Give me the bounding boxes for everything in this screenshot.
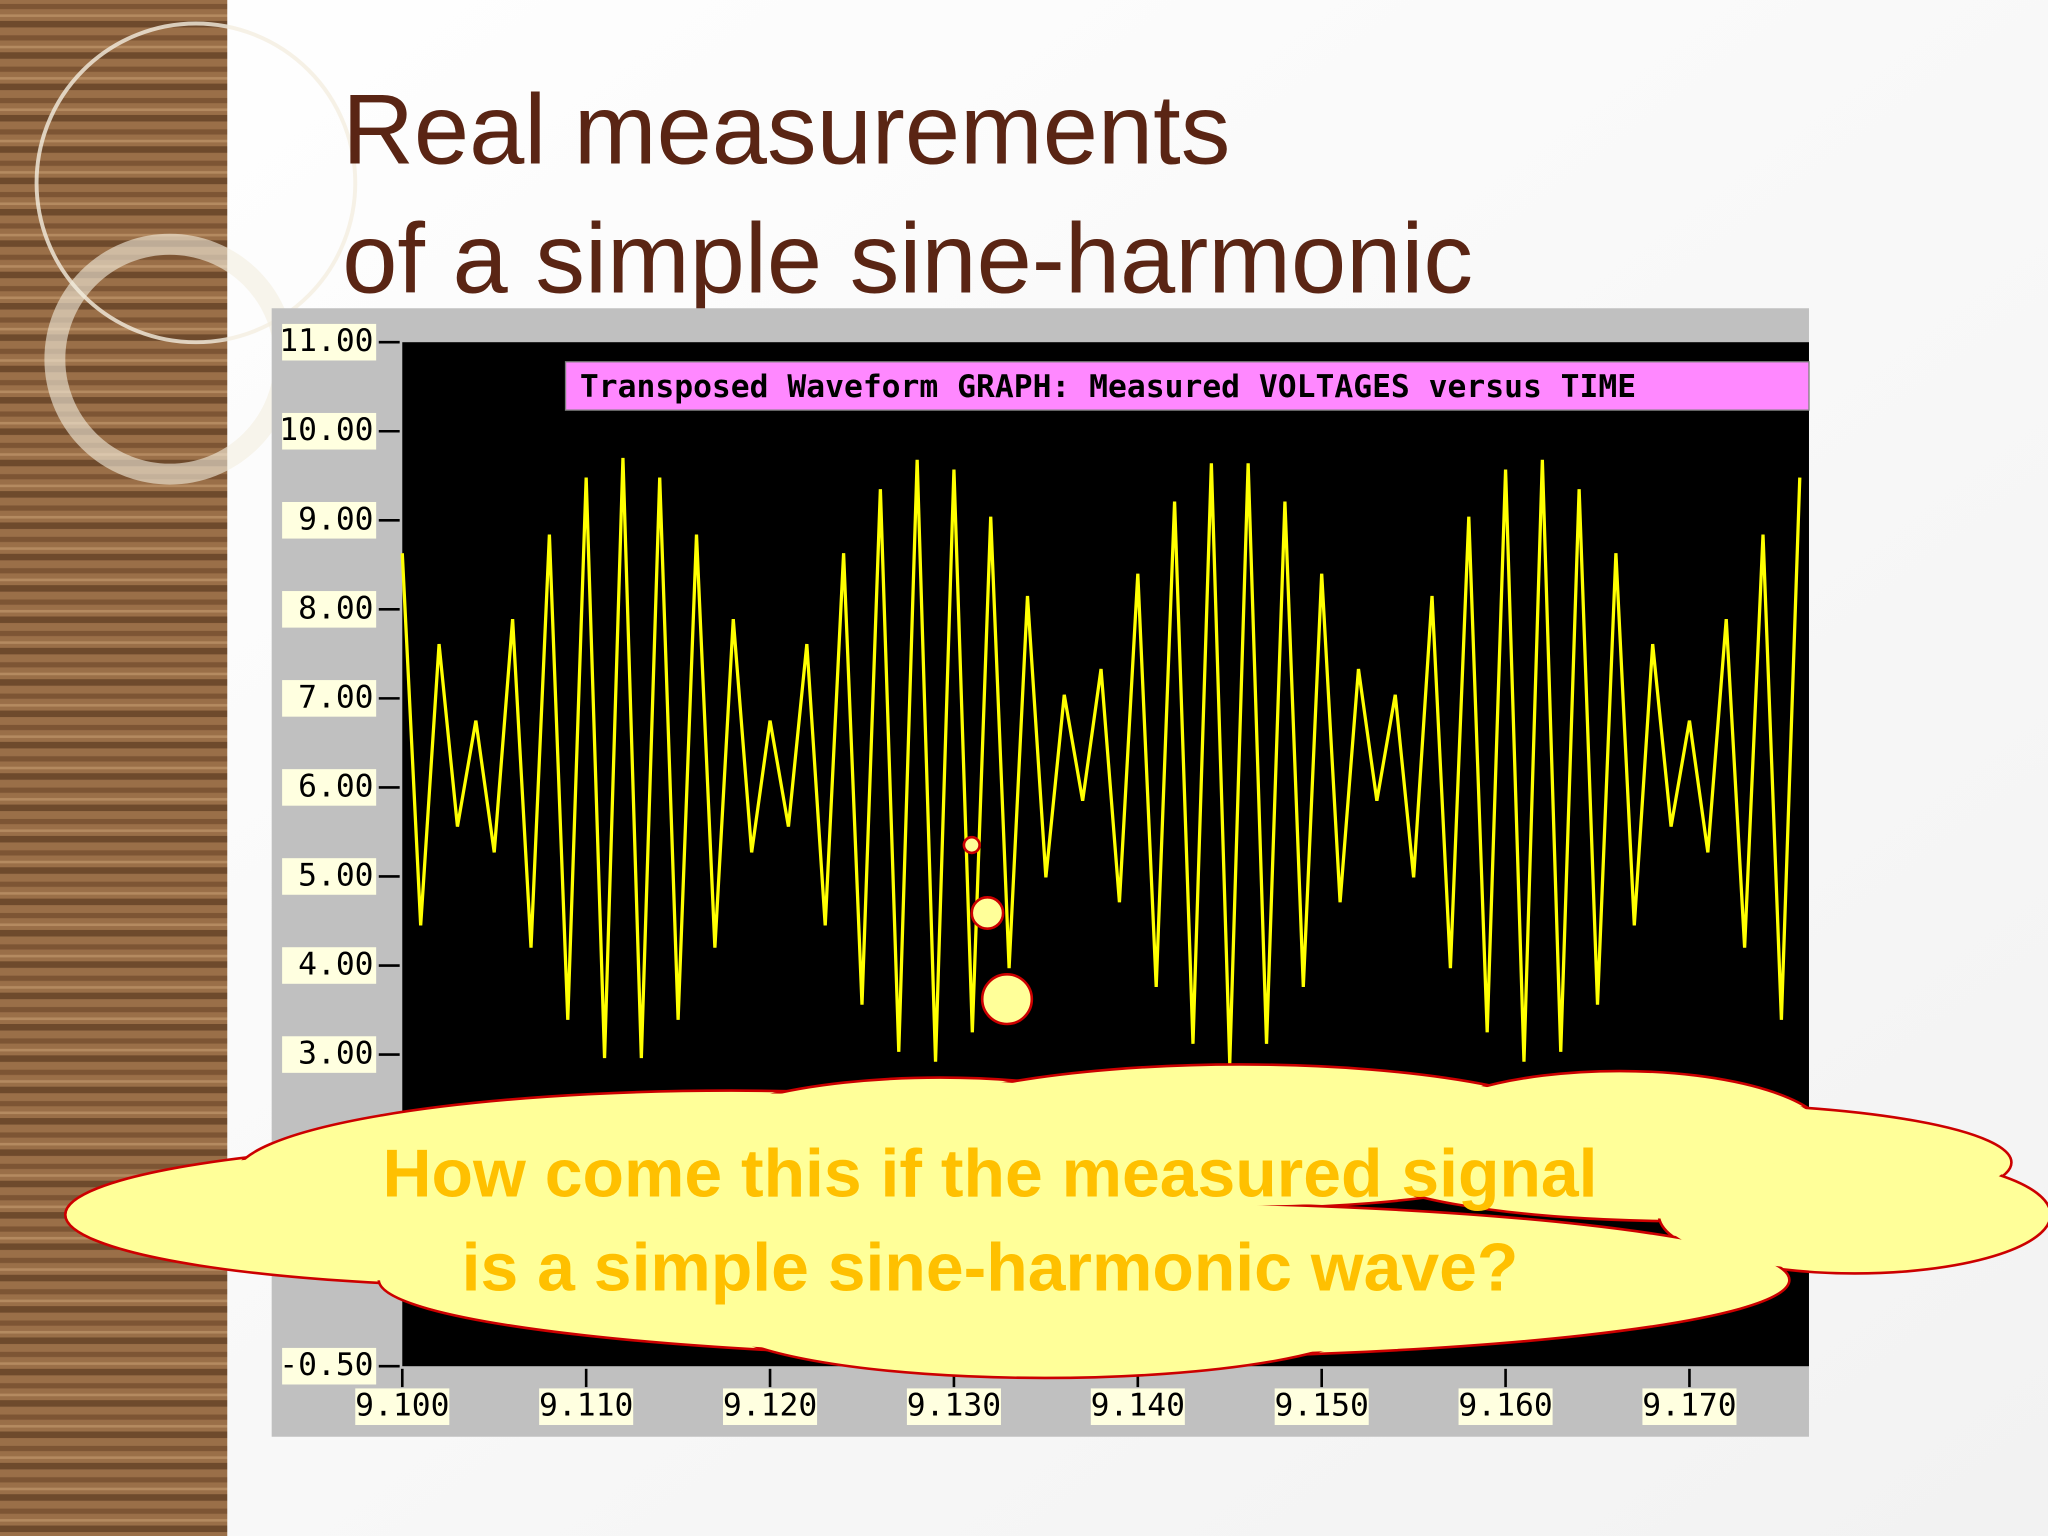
x-tick-label: 9.160 [1458, 1388, 1552, 1424]
x-tick-label: 9.170 [1642, 1388, 1736, 1424]
x-tick-box [906, 1388, 1001, 1425]
y-tick-box [282, 323, 377, 361]
x-tick-box [1274, 1388, 1369, 1425]
x-tick-label: 9.110 [539, 1388, 633, 1424]
callout: How come this if the measured signal is … [383, 1136, 1598, 1305]
y-tick-label: 7.00 [298, 679, 373, 715]
x-tick-box [1458, 1388, 1553, 1425]
x-tick-box [355, 1388, 450, 1425]
wood-strip [0, 0, 228, 1536]
callout-cloud [64, 1063, 2048, 1380]
callout-line: is a simple sine-harmonic wave? [462, 1230, 1519, 1305]
x-tick-label: 9.100 [355, 1388, 449, 1424]
y-tick-label: 10.00 [279, 412, 373, 448]
y-tick-box [282, 591, 377, 628]
cloud-fill [1661, 1158, 2048, 1271]
chart-title: Transposed Waveform GRAPH: Measured VOLT… [580, 369, 1636, 405]
y-tick-box [282, 858, 377, 895]
y-tick-label: 8.00 [298, 590, 373, 626]
chart-banner [564, 361, 1810, 411]
title-line: of a simple sine-harmonic [342, 204, 1473, 315]
slide-title: Real measurements of a simple sine-harmo… [342, 74, 1473, 314]
waveform [400, 457, 1802, 1064]
x-tick-box [723, 1388, 818, 1425]
y-tick-box [282, 947, 377, 984]
cloud-fill [720, 1263, 1369, 1376]
y-tick-label: 9.00 [298, 501, 373, 537]
plot [400, 457, 1802, 1064]
y-tick-label: 5.00 [298, 857, 373, 893]
y-tick-box [282, 502, 377, 539]
x-tick-label: 9.130 [907, 1388, 1001, 1424]
y-tick-box [282, 1036, 377, 1073]
y-tick-label: 6.00 [298, 768, 373, 804]
callout-line: How come this if the measured signal [383, 1136, 1598, 1211]
axes: 11.00 10.00 9.00 8.00 7.00 6.00 5.00 4.00 3.00 -0… [279, 323, 1737, 1425]
y-tick-box [282, 412, 377, 450]
y-tick-label: -0.50 [279, 1347, 373, 1383]
title-line: Real measurements [342, 74, 1230, 185]
y-tick-box [282, 680, 377, 717]
y-tick-box [282, 1347, 377, 1385]
thought-bubbles [962, 835, 1034, 1026]
x-tick-label: 9.150 [1275, 1388, 1369, 1424]
x-tick-label: 9.120 [723, 1388, 817, 1424]
x-tick-box [1642, 1388, 1737, 1425]
x-tick-box [1090, 1388, 1185, 1425]
y-tick-label: 4.00 [298, 947, 373, 983]
y-tick-box [282, 769, 377, 806]
x-tick-box [539, 1388, 634, 1425]
y-tick-label: 3.00 [298, 1036, 373, 1072]
x-tick-label: 9.140 [1091, 1388, 1185, 1424]
y-tick-label: 11.00 [279, 323, 373, 359]
